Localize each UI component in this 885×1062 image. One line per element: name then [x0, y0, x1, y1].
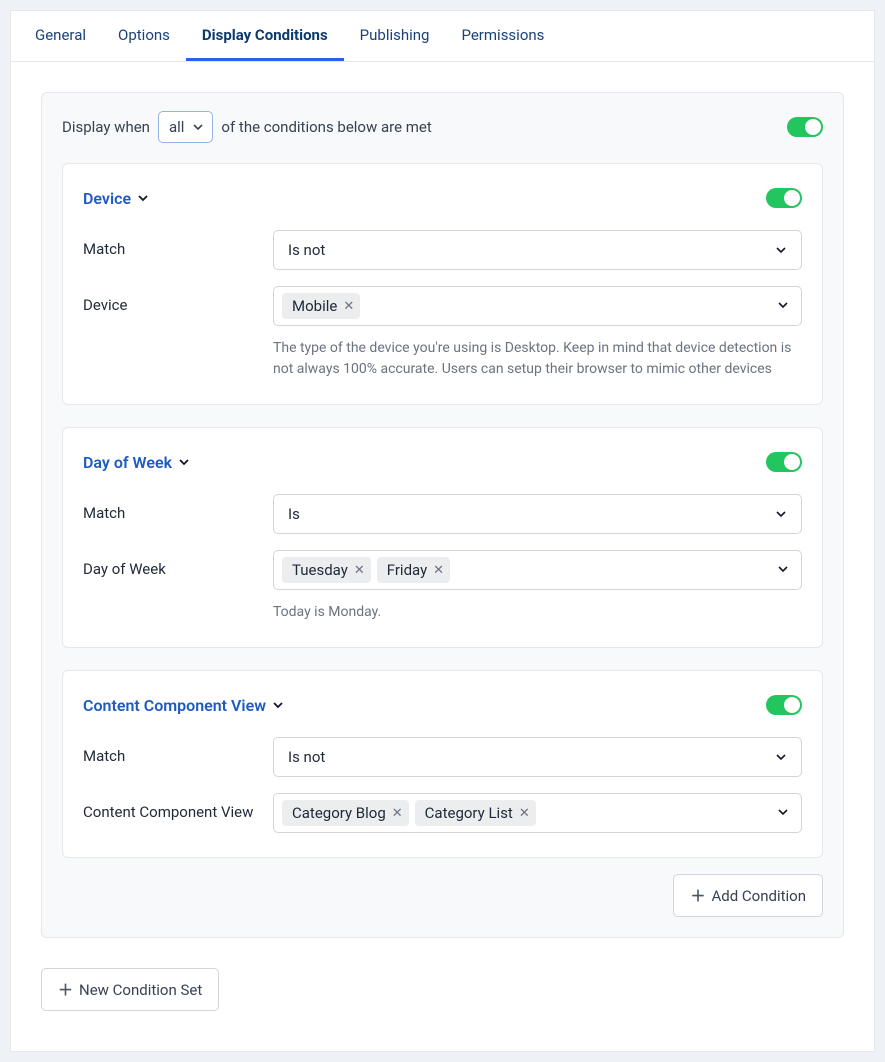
tag-remove-icon[interactable]: ✕ — [343, 299, 354, 314]
panel-actions: ＋ Add Condition — [62, 874, 823, 917]
add-condition-label: Add Condition — [711, 887, 806, 905]
chevron-down-icon — [775, 508, 787, 520]
row-match: Match Is not — [83, 737, 802, 777]
tab-options[interactable]: Options — [102, 11, 186, 61]
match-label: Match — [83, 494, 273, 522]
device-tag-select[interactable]: Mobile ✕ — [273, 286, 802, 326]
chevron-down-icon — [272, 699, 284, 711]
chevron-down-icon — [777, 299, 789, 311]
match-mode-select[interactable]: all — [158, 111, 213, 143]
tag-chevron — [777, 804, 793, 822]
tag-label: Friday — [387, 561, 427, 579]
header-prefix: Display when — [62, 118, 150, 136]
chevron-down-icon — [777, 806, 789, 818]
add-condition-button[interactable]: ＋ Add Condition — [673, 874, 823, 917]
card-header: Day of Week — [83, 452, 802, 472]
row-dayofweek: Day of Week Tuesday ✕ Friday ✕ — [83, 550, 802, 623]
chevron-down-icon — [775, 244, 787, 256]
dayofweek-match-value: Is — [288, 505, 300, 523]
device-control: Mobile ✕ The type of the device you're u… — [273, 286, 802, 380]
row-match: Match Is not — [83, 230, 802, 270]
match-control: Is — [273, 494, 802, 534]
condition-card-device: Device Match Is not Device — [62, 163, 823, 405]
componentview-toggle[interactable] — [766, 695, 802, 715]
dayofweek-match-select[interactable]: Is — [273, 494, 802, 534]
card-title-device[interactable]: Device — [83, 189, 149, 208]
tab-general[interactable]: General — [19, 11, 102, 61]
tab-display-conditions[interactable]: Display Conditions — [186, 11, 344, 61]
componentview-match-select[interactable]: Is not — [273, 737, 802, 777]
conditions-master-toggle[interactable] — [787, 117, 823, 137]
tag-label: Category Blog — [292, 804, 386, 822]
tag-label: Mobile — [292, 297, 337, 315]
match-label: Match — [83, 737, 273, 765]
page-container: General Options Display Conditions Publi… — [10, 10, 875, 1052]
componentview-control: Category Blog ✕ Category List ✕ — [273, 793, 802, 833]
chevron-down-icon — [178, 456, 190, 468]
tag-label: Tuesday — [292, 561, 348, 579]
card-header: Device — [83, 188, 802, 208]
condition-card-componentview: Content Component View Match Is not — [62, 670, 823, 858]
tag-tuesday: Tuesday ✕ — [282, 557, 371, 583]
tag-label: Category List — [425, 804, 513, 822]
chevron-down-icon — [137, 192, 149, 204]
condition-card-dayofweek: Day of Week Match Is Day of We — [62, 427, 823, 648]
conditions-panel: Display when all of the conditions below… — [41, 92, 844, 938]
card-header: Content Component View — [83, 695, 802, 715]
tag-category-list: Category List ✕ — [415, 800, 536, 826]
dayofweek-helper-text: Today is Monday. — [273, 602, 802, 623]
row-match: Match Is — [83, 494, 802, 534]
row-device: Device Mobile ✕ The type of the device y… — [83, 286, 802, 380]
footer-area: ＋ New Condition Set — [11, 968, 874, 1051]
card-title-text: Content Component View — [83, 696, 266, 715]
tag-remove-icon[interactable]: ✕ — [519, 806, 530, 821]
dayofweek-control: Tuesday ✕ Friday ✕ Today is Monday. — [273, 550, 802, 623]
card-title-dayofweek[interactable]: Day of Week — [83, 453, 190, 472]
dayofweek-tag-select[interactable]: Tuesday ✕ Friday ✕ — [273, 550, 802, 590]
tag-remove-icon[interactable]: ✕ — [433, 563, 444, 578]
tag-remove-icon[interactable]: ✕ — [392, 806, 403, 821]
chevron-down-icon — [777, 563, 789, 575]
match-label: Match — [83, 230, 273, 258]
tag-remove-icon[interactable]: ✕ — [354, 563, 365, 578]
tag-category-blog: Category Blog ✕ — [282, 800, 409, 826]
match-control: Is not — [273, 737, 802, 777]
device-match-value: Is not — [288, 241, 325, 259]
header-suffix: of the conditions below are met — [221, 118, 431, 136]
componentview-tag-select[interactable]: Category Blog ✕ Category List ✕ — [273, 793, 802, 833]
panel-header: Display when all of the conditions below… — [62, 111, 823, 143]
card-title-text: Day of Week — [83, 453, 172, 472]
chevron-down-icon — [192, 121, 204, 133]
tag-chevron — [777, 561, 793, 579]
plus-icon: ＋ — [690, 885, 705, 906]
row-componentview: Content Component View Category Blog ✕ C… — [83, 793, 802, 833]
new-condition-set-button[interactable]: ＋ New Condition Set — [41, 968, 219, 1011]
device-helper-text: The type of the device you're using is D… — [273, 338, 802, 380]
tag-chevron — [777, 297, 793, 315]
tag-friday: Friday ✕ — [377, 557, 450, 583]
tag-mobile: Mobile ✕ — [282, 293, 360, 319]
device-match-select[interactable]: Is not — [273, 230, 802, 270]
dayofweek-toggle[interactable] — [766, 452, 802, 472]
device-toggle[interactable] — [766, 188, 802, 208]
tab-publishing[interactable]: Publishing — [344, 11, 446, 61]
chevron-down-icon — [775, 751, 787, 763]
componentview-label: Content Component View — [83, 793, 273, 821]
componentview-match-value: Is not — [288, 748, 325, 766]
match-control: Is not — [273, 230, 802, 270]
match-mode-value: all — [169, 118, 184, 136]
dayofweek-label: Day of Week — [83, 550, 273, 578]
tab-permissions[interactable]: Permissions — [445, 11, 560, 61]
card-title-componentview[interactable]: Content Component View — [83, 696, 284, 715]
card-title-text: Device — [83, 189, 131, 208]
device-label: Device — [83, 286, 273, 314]
new-condition-set-label: New Condition Set — [79, 981, 202, 999]
content-area: Display when all of the conditions below… — [11, 62, 874, 968]
tabs-bar: General Options Display Conditions Publi… — [11, 11, 874, 62]
